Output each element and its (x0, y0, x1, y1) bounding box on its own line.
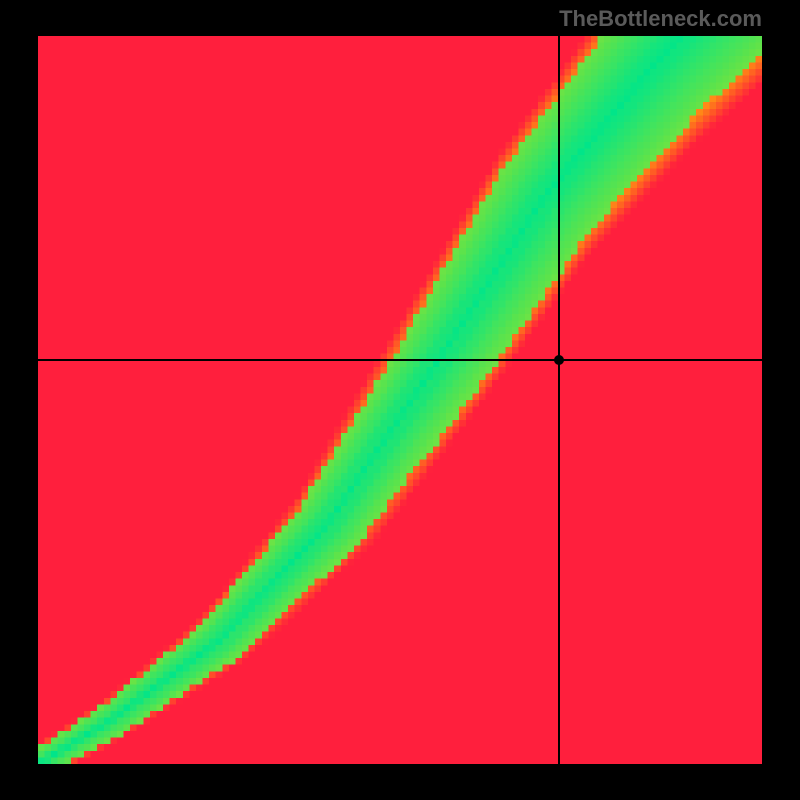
crosshair-horizontal (38, 359, 762, 361)
crosshair-vertical (558, 36, 560, 764)
bottleneck-heatmap (38, 36, 762, 764)
watermark-text: TheBottleneck.com (559, 6, 762, 32)
